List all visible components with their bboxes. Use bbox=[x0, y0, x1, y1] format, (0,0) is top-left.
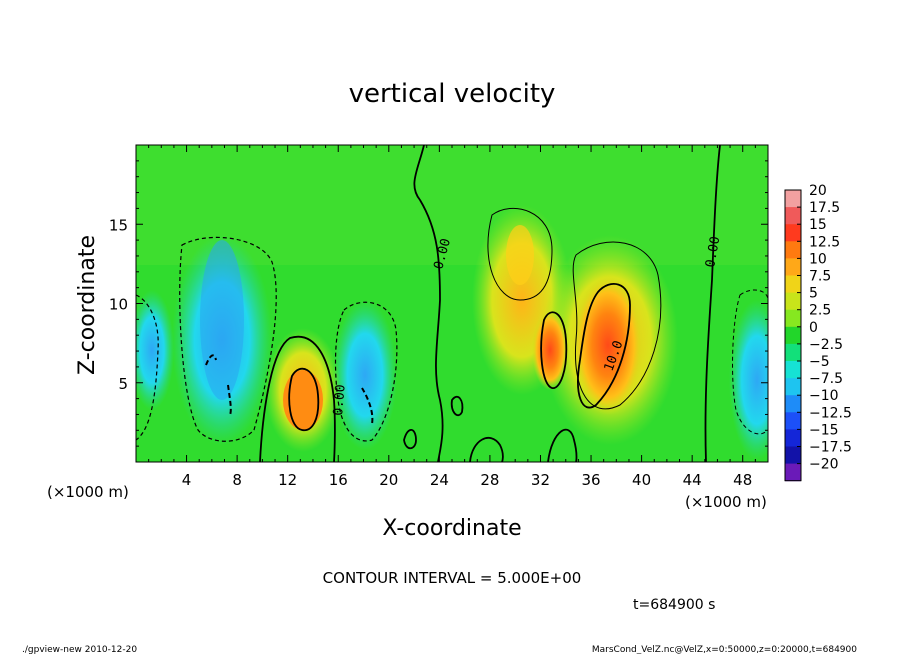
colorbar-label: 0 bbox=[809, 320, 818, 336]
chart-title: vertical velocity bbox=[349, 79, 556, 109]
downdraft-cell bbox=[506, 225, 534, 285]
x-unit-right: (×1000 m) bbox=[685, 493, 767, 511]
y-tick-label: 5 bbox=[118, 375, 128, 393]
x-tick-label: 8 bbox=[232, 471, 242, 489]
contour-line bbox=[704, 145, 721, 462]
contour-line bbox=[540, 311, 568, 389]
colorbar-swatch bbox=[785, 292, 801, 311]
colorbar-label: −2.5 bbox=[809, 337, 843, 353]
colorbar-swatch bbox=[785, 463, 801, 482]
colorbar-swatch bbox=[785, 275, 801, 294]
contour-line bbox=[334, 301, 398, 442]
colorbar-swatch bbox=[785, 241, 801, 259]
colorbar-swatch bbox=[785, 361, 801, 379]
contour-line bbox=[547, 428, 578, 462]
contour-line bbox=[288, 367, 320, 431]
contour-line bbox=[136, 294, 159, 441]
contour-line bbox=[487, 207, 553, 301]
y-axis: 5 10 15 bbox=[109, 160, 768, 447]
y-axis-title: Z-coordinate bbox=[75, 235, 100, 375]
contour-line bbox=[361, 387, 374, 425]
x-tick-label: 20 bbox=[379, 471, 398, 489]
colorbar-frame bbox=[784, 189, 802, 482]
updraft-cell bbox=[729, 300, 768, 460]
x-unit-left: (×1000 m) bbox=[47, 483, 129, 501]
x-tick-label: 44 bbox=[683, 471, 702, 489]
contour-line bbox=[227, 384, 232, 416]
colorbar-swatch bbox=[785, 395, 801, 413]
x-tick-label: 4 bbox=[182, 471, 192, 489]
x-tick-label: 28 bbox=[480, 471, 499, 489]
colorbar-swatch bbox=[785, 412, 801, 430]
contour-line bbox=[205, 354, 217, 366]
contour-line bbox=[259, 335, 336, 462]
colorbar-swatch bbox=[785, 207, 801, 225]
footer-right: MarsCond_VelZ.nc@VelZ,x=0:50000,z=0:2000… bbox=[592, 645, 857, 654]
downdraft-cell bbox=[573, 275, 643, 415]
x-axis-title: X-coordinate bbox=[382, 516, 521, 541]
contour-interval-text: CONTOUR INTERVAL = 5.000E+00 bbox=[323, 569, 582, 587]
updraft-cell bbox=[333, 300, 397, 450]
colorbar-label: −15 bbox=[809, 422, 839, 438]
colorbar-label: −7.5 bbox=[809, 371, 843, 387]
colorbar-swatch bbox=[785, 429, 801, 447]
contour-label: 0.00 bbox=[703, 235, 723, 268]
updraft-cell bbox=[200, 240, 244, 400]
colorbar-label: 2.5 bbox=[809, 303, 831, 319]
contour-line bbox=[577, 283, 631, 409]
colorbar-label: 20 bbox=[809, 183, 827, 199]
contour-line bbox=[403, 428, 417, 450]
colorbar-swatch bbox=[785, 224, 801, 242]
colorbar-label: −12.5 bbox=[809, 405, 852, 421]
x-tick-label: 40 bbox=[632, 471, 651, 489]
downdraft-cell bbox=[283, 370, 323, 430]
plot-area: 0.00 0.00 0.00 10.0 bbox=[136, 145, 768, 462]
colorbar-label: 10 bbox=[809, 251, 827, 267]
colorbar-label: 5 bbox=[809, 286, 818, 302]
colorbar-label: −20 bbox=[809, 457, 839, 473]
colorbar-swatch bbox=[785, 343, 801, 362]
y-tick-label: 15 bbox=[109, 216, 128, 234]
x-axis: 4 8 12 16 20 24 28 32 36 40 44 48 bbox=[148, 145, 756, 489]
colorbar-label: −17.5 bbox=[809, 440, 852, 456]
contour-line bbox=[413, 145, 444, 462]
footer-left: ./gpview-new 2010-12-20 bbox=[22, 645, 137, 654]
contour-line bbox=[572, 241, 662, 410]
downdraft-cell bbox=[532, 310, 568, 390]
y-tick-label: 10 bbox=[109, 296, 128, 314]
colorbar-label: −5 bbox=[809, 354, 830, 370]
x-tick-label: 16 bbox=[329, 471, 348, 489]
colorbar-swatch bbox=[785, 326, 801, 345]
x-tick-label: 48 bbox=[733, 471, 752, 489]
colorbar-label: 12.5 bbox=[809, 234, 840, 250]
colorbar-swatch bbox=[785, 309, 801, 328]
colorbar-label: 7.5 bbox=[809, 269, 831, 285]
x-tick-label: 32 bbox=[531, 471, 550, 489]
colorbar-label: 15 bbox=[809, 217, 827, 233]
x-tick-label: 12 bbox=[278, 471, 297, 489]
contour-line bbox=[450, 395, 464, 417]
colorbar-swatch bbox=[785, 446, 801, 465]
colorbar-swatch bbox=[785, 190, 801, 208]
colorbar-label: 17.5 bbox=[809, 200, 840, 216]
x-tick-label: 36 bbox=[581, 471, 600, 489]
time-text: t=684900 s bbox=[633, 597, 715, 613]
contour-label: 0.00 bbox=[331, 384, 349, 417]
colorbar-swatch bbox=[785, 378, 801, 396]
x-tick-label: 24 bbox=[430, 471, 449, 489]
colorbar-label: −10 bbox=[809, 388, 839, 404]
contour-line bbox=[732, 289, 768, 435]
colorbar-swatch bbox=[785, 258, 801, 276]
contour-line bbox=[179, 236, 277, 442]
updraft-cell bbox=[136, 290, 174, 410]
